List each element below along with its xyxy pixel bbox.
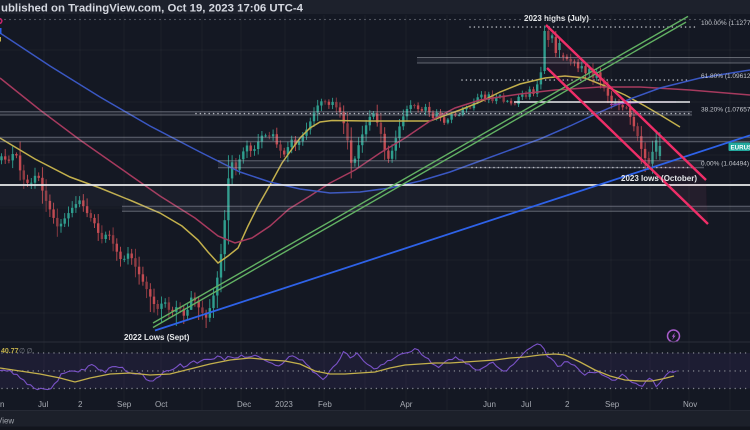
svg-text:n: n [0,400,4,409]
svg-text:Nov: Nov [683,400,697,409]
svg-text:Oct: Oct [155,400,168,409]
svg-text:Sep: Sep [117,400,132,409]
svg-text:Feb: Feb [318,400,332,409]
svg-text:40.77: 40.77 [1,348,19,355]
svg-text:View: View [0,417,14,426]
svg-text:100.00% (1.12775): 100.00% (1.12775) [701,20,750,27]
svg-text:2: 2 [78,400,83,409]
svg-text:∅: ∅ [27,348,33,355]
svg-text:ublished on TradingView.com, O: ublished on TradingView.com, Oct 19, 202… [1,3,304,15]
svg-text:EURUS: EURUS [731,144,750,151]
svg-text:Sep: Sep [605,400,620,409]
svg-text:2023 lows (October): 2023 lows (October) [621,174,697,183]
svg-text:∅: ∅ [19,348,25,355]
svg-text:Jun: Jun [483,400,496,409]
svg-text:Jul: Jul [521,400,531,409]
svg-text:Dec: Dec [237,400,251,409]
svg-text:2023: 2023 [275,400,293,409]
svg-text:38.20% (1.07657): 38.20% (1.07657) [701,107,750,114]
svg-text:0.00% (1.04494): 0.00% (1.04494) [701,161,749,168]
svg-text:2023 highs (July): 2023 highs (July) [524,14,589,23]
svg-text:2022 Lows (Sept): 2022 Lows (Sept) [124,333,190,342]
svg-text:Jul: Jul [38,400,48,409]
svg-text:2: 2 [565,400,570,409]
svg-text:Apr: Apr [400,400,413,409]
svg-text:61.80% (1.09612): 61.80% (1.09612) [701,73,750,80]
